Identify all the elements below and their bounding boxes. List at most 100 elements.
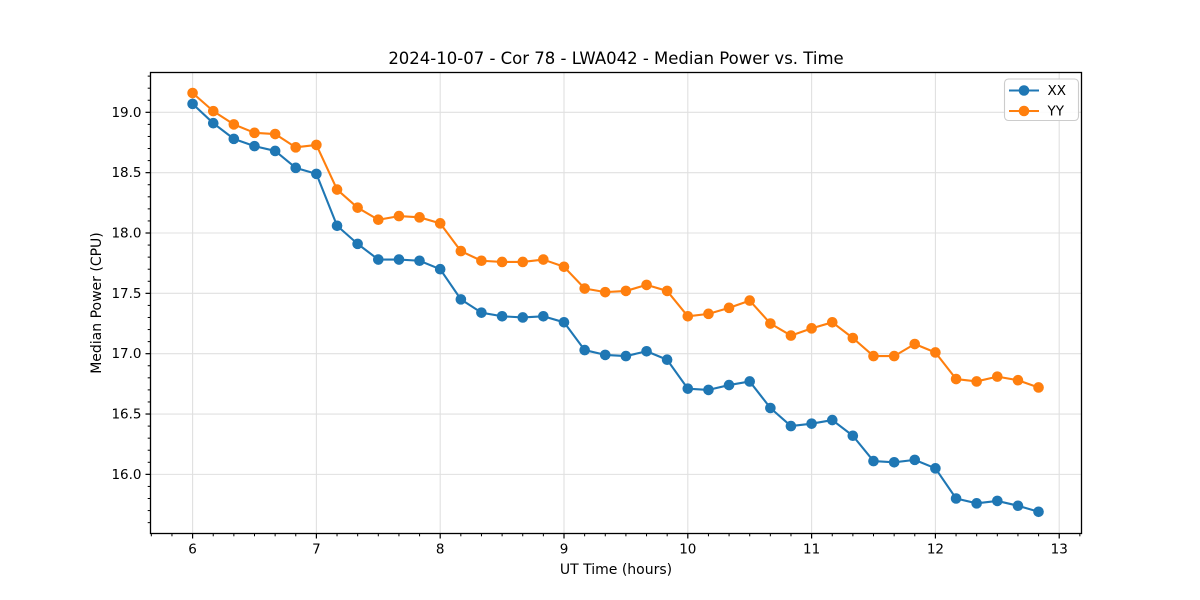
data-point-YY — [682, 310, 694, 322]
data-point-YY — [971, 376, 982, 387]
data-point-YY — [249, 127, 260, 139]
data-point-XX — [558, 317, 570, 328]
chart-title: 2024-10-07 - Cor 78 - LWA042 - Median Po… — [388, 49, 843, 68]
y-tick-label: 16.0 — [111, 467, 141, 483]
legend: XX YY — [1003, 78, 1080, 122]
x-tick-label: 11 — [803, 542, 820, 558]
x-axis: 6 7 8 9 10 11 12 13 — [150, 533, 1081, 558]
data-point-XX — [661, 354, 673, 366]
data-point-YY — [496, 256, 508, 268]
data-point-YY — [909, 338, 921, 350]
legend-label: XX — [1048, 83, 1067, 99]
legend-entry-YY: YY — [1009, 104, 1065, 120]
x-tick-label: 8 — [436, 542, 445, 558]
data-point-YY — [744, 295, 756, 306]
data-point-XX — [352, 238, 363, 250]
data-point-XX — [331, 220, 343, 232]
data-point-YY — [868, 350, 879, 362]
data-point-YY — [311, 139, 322, 151]
data-point-XX — [682, 383, 694, 394]
data-point-XX — [888, 456, 900, 468]
x-tick-label: 13 — [1051, 542, 1068, 558]
data-point-YY — [826, 317, 838, 328]
data-point-XX — [847, 430, 859, 442]
data-point-XX — [187, 98, 198, 110]
x-tick-label: 12 — [927, 542, 944, 558]
data-point-YY — [806, 323, 817, 334]
series-markers-XX — [187, 98, 1044, 518]
data-point-XX — [909, 454, 921, 466]
data-point-YY — [352, 202, 363, 213]
y-tick-label: 17.0 — [111, 346, 141, 362]
data-point-XX — [744, 376, 756, 387]
data-point-XX — [393, 254, 405, 265]
data-point-YY — [476, 255, 487, 267]
grid — [150, 72, 1082, 534]
data-point-XX — [703, 384, 714, 396]
data-point-XX — [806, 418, 817, 429]
x-tick-label: 9 — [560, 542, 569, 558]
data-point-YY — [930, 347, 941, 358]
data-point-YY — [703, 308, 714, 320]
data-point-YY — [1033, 382, 1044, 393]
data-point-YY — [207, 105, 219, 117]
data-point-XX — [228, 133, 240, 145]
data-point-XX — [723, 379, 735, 391]
data-point-XX — [579, 344, 590, 356]
y-tick-label: 19.0 — [111, 105, 141, 121]
y-axis-label: Median Power (CPU) — [89, 232, 105, 374]
x-tick-label: 10 — [679, 542, 696, 558]
data-point-XX — [1012, 500, 1024, 512]
data-point-YY — [455, 245, 467, 257]
data-point-XX — [476, 307, 487, 318]
y-tick-label: 16.5 — [111, 407, 141, 423]
data-point-XX — [269, 145, 281, 157]
data-point-XX — [496, 310, 508, 322]
data-point-XX — [414, 255, 425, 267]
data-point-YY — [228, 119, 240, 130]
data-point-XX — [971, 498, 982, 509]
data-point-YY — [393, 210, 405, 222]
series-line-XX — [191, 103, 1039, 513]
series-markers-YY — [187, 87, 1044, 393]
data-point-YY — [579, 283, 590, 294]
data-point-XX — [517, 312, 529, 323]
data-point-XX — [538, 310, 549, 322]
data-point-YY — [620, 285, 632, 297]
data-point-XX — [826, 414, 838, 426]
data-point-YY — [331, 184, 343, 195]
data-point-YY — [641, 279, 652, 291]
data-point-XX — [311, 168, 322, 180]
data-point-YY — [1012, 374, 1024, 386]
data-point-XX — [1033, 506, 1044, 518]
legend-marker — [1018, 105, 1030, 117]
data-point-XX — [950, 493, 962, 504]
x-tick-label: 6 — [188, 542, 197, 558]
data-point-YY — [599, 286, 611, 298]
data-point-XX — [930, 463, 941, 474]
data-point-XX — [785, 420, 797, 432]
data-point-YY — [434, 218, 446, 229]
data-point-YY — [517, 256, 529, 268]
x-tick-label: 7 — [312, 542, 321, 558]
data-point-YY — [269, 128, 281, 140]
y-axis: 16.0 16.5 17.0 17.5 18.0 18.5 19.0 — [111, 75, 151, 524]
data-point-XX — [434, 263, 446, 275]
y-tick-label: 18.0 — [111, 226, 141, 242]
data-point-YY — [847, 332, 859, 344]
data-point-XX — [620, 350, 632, 362]
data-point-YY — [372, 214, 384, 226]
legend-box — [1003, 78, 1080, 122]
plot-border — [149, 71, 1083, 535]
legend-label: YY — [1047, 104, 1065, 120]
series-layer — [187, 87, 1044, 518]
legend-entry-XX: XX — [1009, 83, 1066, 99]
y-tick-label: 17.5 — [111, 286, 141, 302]
data-point-YY — [888, 350, 900, 362]
data-point-YY — [538, 254, 549, 265]
data-point-XX — [641, 345, 652, 357]
data-point-YY — [723, 302, 735, 314]
data-point-XX — [599, 349, 611, 361]
